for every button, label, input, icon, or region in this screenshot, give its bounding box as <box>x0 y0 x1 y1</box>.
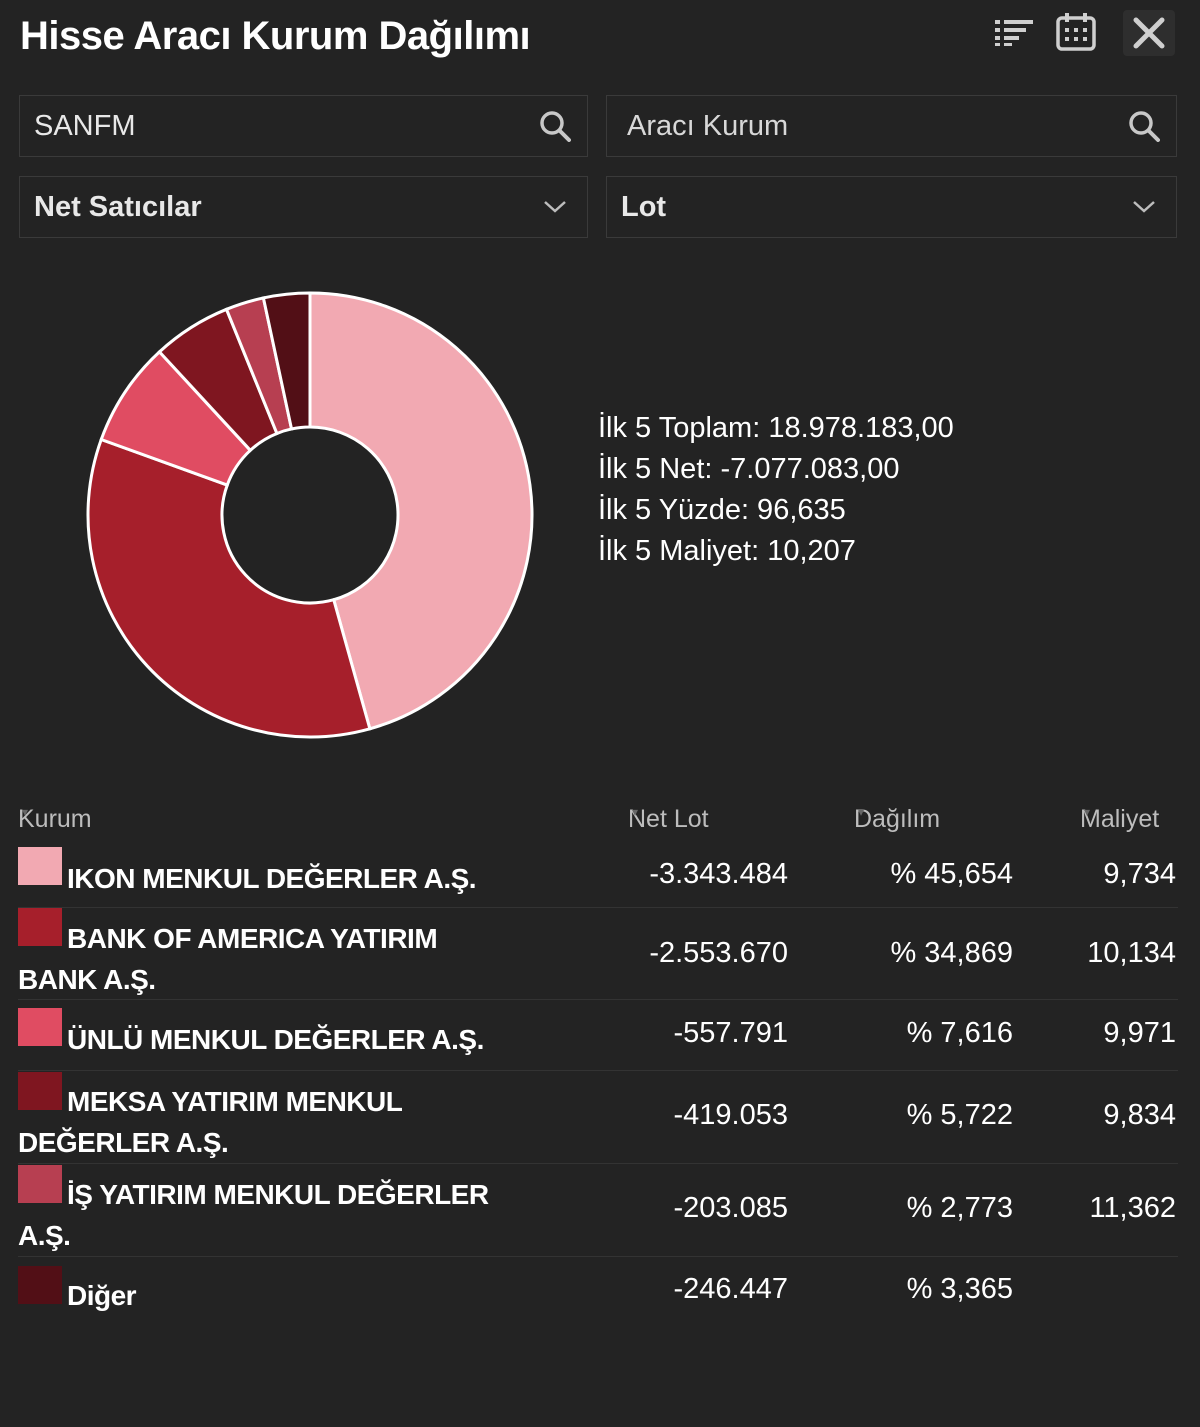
search-icon[interactable] <box>1126 108 1162 144</box>
broker-name: MEKSA YATIRIM MENKUL DEĞERLER A.Ş. <box>18 1086 402 1158</box>
net-lot-value: -2.553.670 <box>649 937 788 969</box>
side-selected: Net Satıcılar <box>34 190 202 223</box>
unit-selected: Lot <box>621 190 667 223</box>
net-lot-value: -419.053 <box>673 1099 789 1131</box>
table-row[interactable]: Diğer -246.447 % 3,365 <box>18 1257 1178 1327</box>
color-swatch <box>18 1266 62 1304</box>
distribution-value: % 5,722 <box>906 1099 1013 1131</box>
net-lot-value: -246.447 <box>673 1273 789 1305</box>
summary-total: İlk 5 Toplam: 18.978.183,00 <box>598 412 954 444</box>
chevron-down-icon <box>1126 189 1162 225</box>
net-lot-value: -3.343.484 <box>649 858 788 890</box>
donut-slice[interactable] <box>261 291 312 431</box>
close-icon[interactable] <box>1123 10 1175 56</box>
table-row[interactable]: IKON MENKUL DEĞERLER A.Ş. -3.343.484 % 4… <box>18 845 1178 908</box>
side-select[interactable]: Net Satıcılar <box>19 176 588 238</box>
distribution-value: % 3,365 <box>906 1273 1013 1305</box>
color-swatch <box>18 1072 62 1110</box>
net-lot-value: -203.085 <box>673 1192 789 1224</box>
cost-value: 9,971 <box>1103 1017 1176 1049</box>
color-swatch <box>18 908 62 946</box>
broker-name: Diğer <box>67 1280 137 1311</box>
distribution-value: % 45,654 <box>890 858 1013 890</box>
broker-name: BANK OF AMERICA YATIRIM BANK A.Ş. <box>18 923 438 995</box>
broker-name: İŞ YATIRIM MENKUL DEĞERLER A.Ş. <box>18 1179 489 1251</box>
page-title: Hisse Aracı Kurum Dağılımı <box>20 14 531 58</box>
color-swatch <box>18 847 62 885</box>
table-row[interactable]: BANK OF AMERICA YATIRIM BANK A.Ş. -2.553… <box>18 908 1178 1000</box>
chevron-down-icon <box>537 189 573 225</box>
calendar-icon[interactable] <box>1054 10 1098 54</box>
donut-slice[interactable] <box>86 437 372 739</box>
color-swatch <box>18 1008 62 1046</box>
summary-box: İlk 5 Toplam: 18.978.183,00 İlk 5 Net: -… <box>598 408 954 572</box>
broker-name: ÜNLÜ MENKUL DEĞERLER A.Ş. <box>67 1024 484 1055</box>
cost-value: 9,834 <box>1103 1099 1176 1131</box>
table-row[interactable]: İŞ YATIRIM MENKUL DEĞERLER A.Ş. -203.085… <box>18 1164 1178 1257</box>
distribution-value: % 7,616 <box>906 1017 1013 1049</box>
summary-percent: İlk 5 Yüzde: 96,635 <box>598 494 846 526</box>
color-swatch <box>18 1165 62 1203</box>
broker-name: IKON MENKUL DEĞERLER A.Ş. <box>67 863 477 894</box>
broker-donut-chart <box>80 285 540 745</box>
donut-svg <box>86 291 534 739</box>
net-lot-value: -557.791 <box>673 1017 789 1049</box>
sort-list-icon[interactable] <box>992 10 1036 54</box>
cost-value: 10,134 <box>1087 937 1176 969</box>
summary-net: İlk 5 Net: -7.077.083,00 <box>598 453 900 485</box>
broker-search-input[interactable]: Aracı Kurum <box>606 95 1177 157</box>
cost-value: 11,362 <box>1089 1192 1176 1224</box>
symbol-search-input[interactable]: SANFM <box>19 95 588 157</box>
search-icon[interactable] <box>537 108 573 144</box>
table-row[interactable]: ÜNLÜ MENKUL DEĞERLER A.Ş. -557.791 % 7,6… <box>18 1000 1178 1071</box>
distribution-value: % 34,869 <box>890 937 1013 969</box>
cost-value: 9,734 <box>1103 858 1176 890</box>
unit-select[interactable]: Lot <box>606 176 1177 238</box>
donut-slice[interactable] <box>308 291 534 731</box>
table-row[interactable]: MEKSA YATIRIM MENKUL DEĞERLER A.Ş. -419.… <box>18 1071 1178 1164</box>
distribution-value: % 2,773 <box>906 1192 1013 1224</box>
symbol-value: SANFM <box>34 109 136 142</box>
broker-placeholder: Aracı Kurum <box>627 109 789 142</box>
summary-cost: İlk 5 Maliyet: 10,207 <box>598 535 856 567</box>
table-header: Kurum ▾ Net Lot ▾ Dağılım ▾ Maliyet ▾ <box>18 805 1160 833</box>
